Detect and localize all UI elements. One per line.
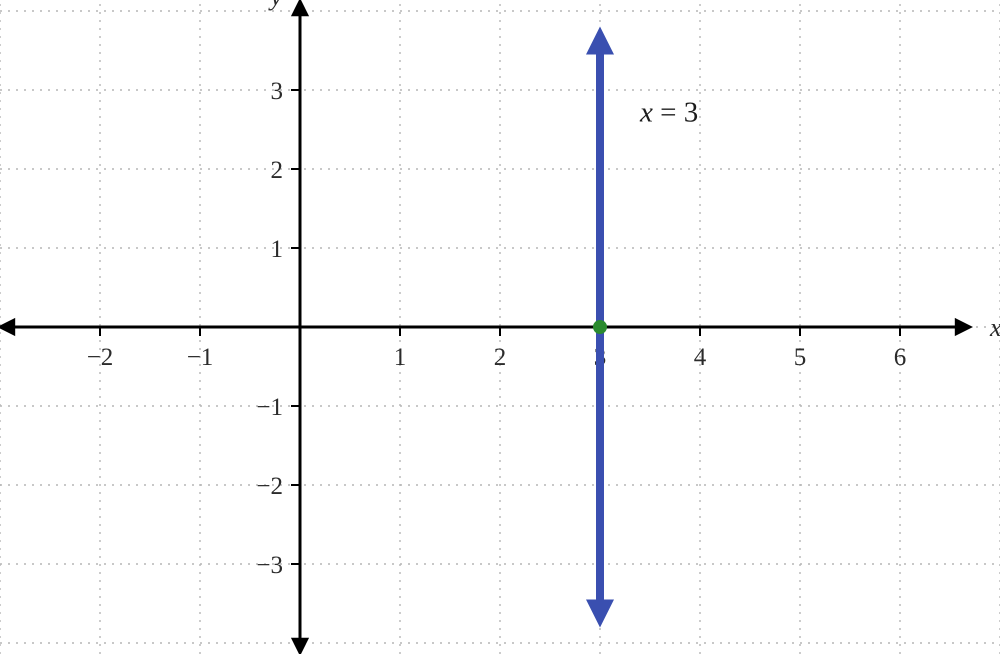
x-tick-label: 2 [494, 344, 507, 371]
series-label: x = 3 [639, 97, 698, 129]
point-marker [593, 320, 607, 334]
y-tick-label: 3 [271, 78, 284, 105]
x-tick-label: 4 [694, 344, 707, 371]
x-tick-label: −2 [87, 344, 114, 371]
x-tick-label: 6 [894, 344, 907, 371]
x-tick-label: −1 [187, 344, 214, 371]
y-tick-label: 1 [271, 236, 284, 263]
y-tick-label: −3 [256, 552, 283, 579]
x-tick-label: 1 [394, 344, 407, 371]
coordinate-plane: −2−1123456−3−2−1123xyx = 3 [0, 0, 1000, 654]
y-tick-label: 2 [271, 157, 284, 184]
y-tick-label: −1 [256, 394, 283, 421]
x-axis-label: x [989, 313, 1000, 342]
x-tick-label: 5 [794, 344, 807, 371]
y-axis-label: y [267, 0, 282, 11]
y-tick-label: −2 [256, 473, 283, 500]
chart-container: { "chart": { "type": "line", "canvas": {… [0, 0, 1000, 654]
